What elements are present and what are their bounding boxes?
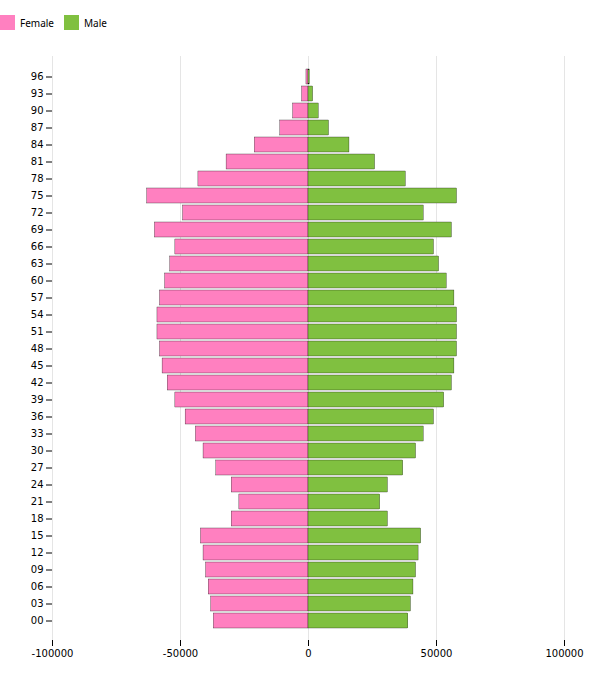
svg-text:30: 30	[31, 445, 44, 456]
svg-text:-50000: -50000	[163, 648, 198, 659]
svg-text:15: 15	[31, 530, 44, 541]
svg-text:75: 75	[31, 190, 44, 201]
svg-text:39: 39	[31, 394, 44, 405]
svg-text:72: 72	[31, 207, 44, 218]
svg-text:48: 48	[31, 343, 44, 354]
svg-text:00: 00	[31, 615, 44, 626]
svg-text:87: 87	[31, 122, 44, 133]
svg-text:50000: 50000	[421, 648, 453, 659]
svg-text:84: 84	[31, 139, 44, 150]
svg-text:45: 45	[31, 360, 44, 371]
svg-text:51: 51	[31, 326, 44, 337]
svg-text:78: 78	[31, 173, 44, 184]
svg-text:33: 33	[31, 428, 44, 439]
svg-text:36: 36	[31, 411, 44, 422]
svg-text:100000: 100000	[545, 648, 583, 659]
svg-text:63: 63	[31, 258, 44, 269]
svg-text:06: 06	[31, 581, 44, 592]
svg-text:18: 18	[31, 513, 44, 524]
svg-text:60: 60	[31, 275, 44, 286]
svg-text:90: 90	[31, 105, 44, 116]
svg-text:81: 81	[31, 156, 44, 167]
svg-text:12: 12	[31, 547, 44, 558]
svg-text:42: 42	[31, 377, 44, 388]
svg-text:09: 09	[31, 564, 44, 575]
svg-text:69: 69	[31, 224, 44, 235]
svg-text:54: 54	[31, 309, 44, 320]
svg-text:-100000: -100000	[32, 648, 74, 659]
svg-text:66: 66	[31, 241, 44, 252]
svg-text:96: 96	[31, 71, 44, 82]
svg-text:21: 21	[31, 496, 44, 507]
svg-text:57: 57	[31, 292, 44, 303]
svg-text:24: 24	[31, 479, 44, 490]
svg-text:27: 27	[31, 462, 44, 473]
html-text:Female: Female	[20, 15, 54, 30]
svg-text:03: 03	[31, 598, 44, 609]
html-text:Male: Male	[84, 15, 107, 30]
svg-text:93: 93	[31, 88, 44, 99]
svg-text:0: 0	[305, 648, 311, 659]
